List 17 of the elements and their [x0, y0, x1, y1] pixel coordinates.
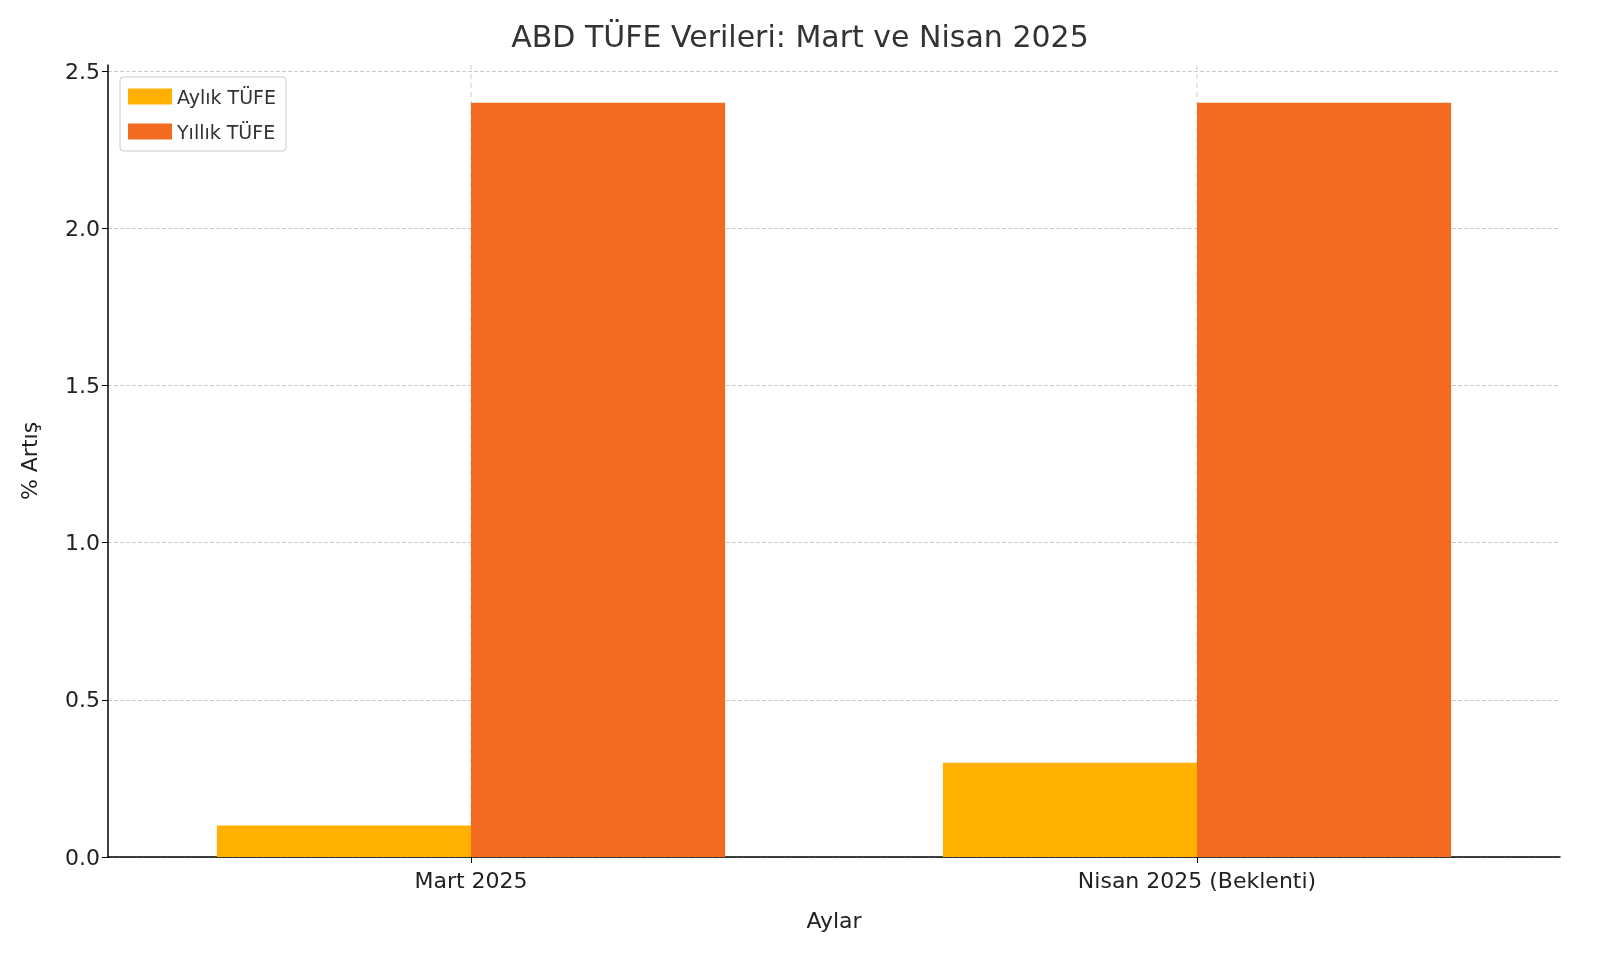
y-tick-label: 2.0	[65, 215, 100, 241]
y-tick-label: 0.5	[65, 687, 100, 713]
legend-label: Aylık TÜFE	[177, 85, 276, 108]
bar	[1197, 102, 1452, 857]
bar	[471, 102, 726, 857]
x-tick-label: Mart 2025	[414, 867, 528, 893]
y-axis-title: % Artış	[16, 421, 42, 501]
chart-title: ABD TÜFE Verileri: Mart ve Nisan 2025	[511, 18, 1089, 54]
y-tick-label: 1.0	[65, 530, 100, 556]
bar	[942, 762, 1197, 857]
legend-label: Yıllık TÜFE	[176, 120, 276, 143]
y-tick-label: 1.5	[65, 373, 100, 399]
y-tick-label: 2.5	[65, 58, 100, 84]
x-axis-title: Aylar	[806, 907, 863, 933]
y-tick-label: 0.0	[65, 844, 100, 870]
x-tick-label: Nisan 2025 (Beklenti)	[1077, 867, 1317, 893]
bar	[216, 825, 471, 857]
